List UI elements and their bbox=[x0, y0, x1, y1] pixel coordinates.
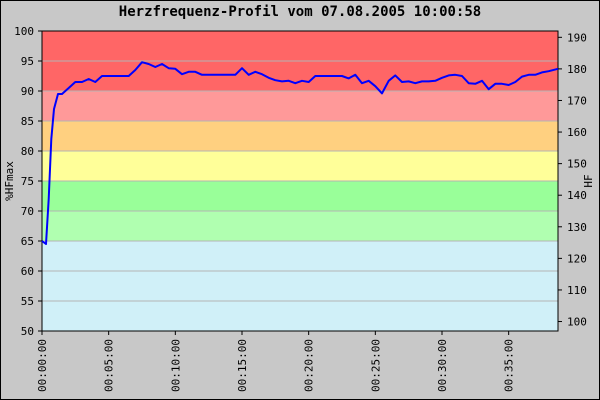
x-tick-label: 00:20:00 bbox=[303, 339, 316, 392]
x-axis: 00:00:00 00:05:00 00:10:00 00:15:00 00:20:00… bbox=[36, 331, 516, 392]
left-tick-label: 55 bbox=[21, 295, 34, 308]
zone-band-2 bbox=[42, 181, 558, 211]
left-tick-label: 75 bbox=[21, 175, 34, 188]
x-tick-label: 00:00:00 bbox=[36, 339, 49, 392]
chart-title: Herzfrequenz-Profil vom 07.08.2005 10:00… bbox=[118, 4, 482, 20]
x-tick-label: 00:10:00 bbox=[169, 339, 182, 392]
right-tick-label: 100 bbox=[567, 316, 587, 329]
right-tick-label: 150 bbox=[567, 158, 587, 171]
x-tick-label: 00:35:00 bbox=[503, 339, 516, 392]
y-axis-label-left: %HFmax bbox=[3, 161, 16, 201]
right-tick-label: 160 bbox=[567, 126, 587, 139]
zone-band-0 bbox=[42, 241, 558, 331]
left-tick-label: 85 bbox=[21, 115, 34, 128]
x-tick-label: 00:30:00 bbox=[436, 339, 449, 392]
left-tick-label: 70 bbox=[21, 205, 34, 218]
right-tick-label: 180 bbox=[567, 63, 587, 76]
right-tick-label: 110 bbox=[567, 284, 587, 297]
left-tick-label: 80 bbox=[21, 145, 34, 158]
left-tick-label: 65 bbox=[21, 235, 34, 248]
left-axis: 50 55 60 65 70 75 80 85 90 95 100 bbox=[14, 25, 42, 338]
right-axis: 100 110 120 130 140 150 160 170 180 190 bbox=[558, 31, 587, 329]
left-tick-label: 95 bbox=[21, 55, 34, 68]
y-axis-label-right: HF bbox=[582, 174, 595, 187]
heart-rate-line bbox=[41, 61, 559, 245]
right-tick-label: 170 bbox=[567, 94, 587, 107]
right-tick-label: 140 bbox=[567, 189, 587, 202]
x-tick-label: 00:15:00 bbox=[236, 339, 249, 392]
right-tick-label: 130 bbox=[567, 221, 587, 234]
x-tick-label: 00:05:00 bbox=[103, 339, 116, 392]
zone-band-5 bbox=[42, 91, 558, 121]
right-tick-label: 190 bbox=[567, 31, 587, 44]
zone-band-3 bbox=[42, 151, 558, 181]
zone-band-4 bbox=[42, 121, 558, 151]
left-tick-label: 50 bbox=[21, 325, 34, 338]
right-tick-label: 120 bbox=[567, 252, 587, 265]
x-tick-label: 00:25:00 bbox=[369, 339, 382, 392]
left-tick-label: 90 bbox=[21, 85, 34, 98]
hr-zone-bands bbox=[42, 31, 558, 331]
zone-band-1 bbox=[42, 211, 558, 241]
left-tick-label: 60 bbox=[21, 265, 34, 278]
left-tick-label: 100 bbox=[14, 25, 34, 38]
